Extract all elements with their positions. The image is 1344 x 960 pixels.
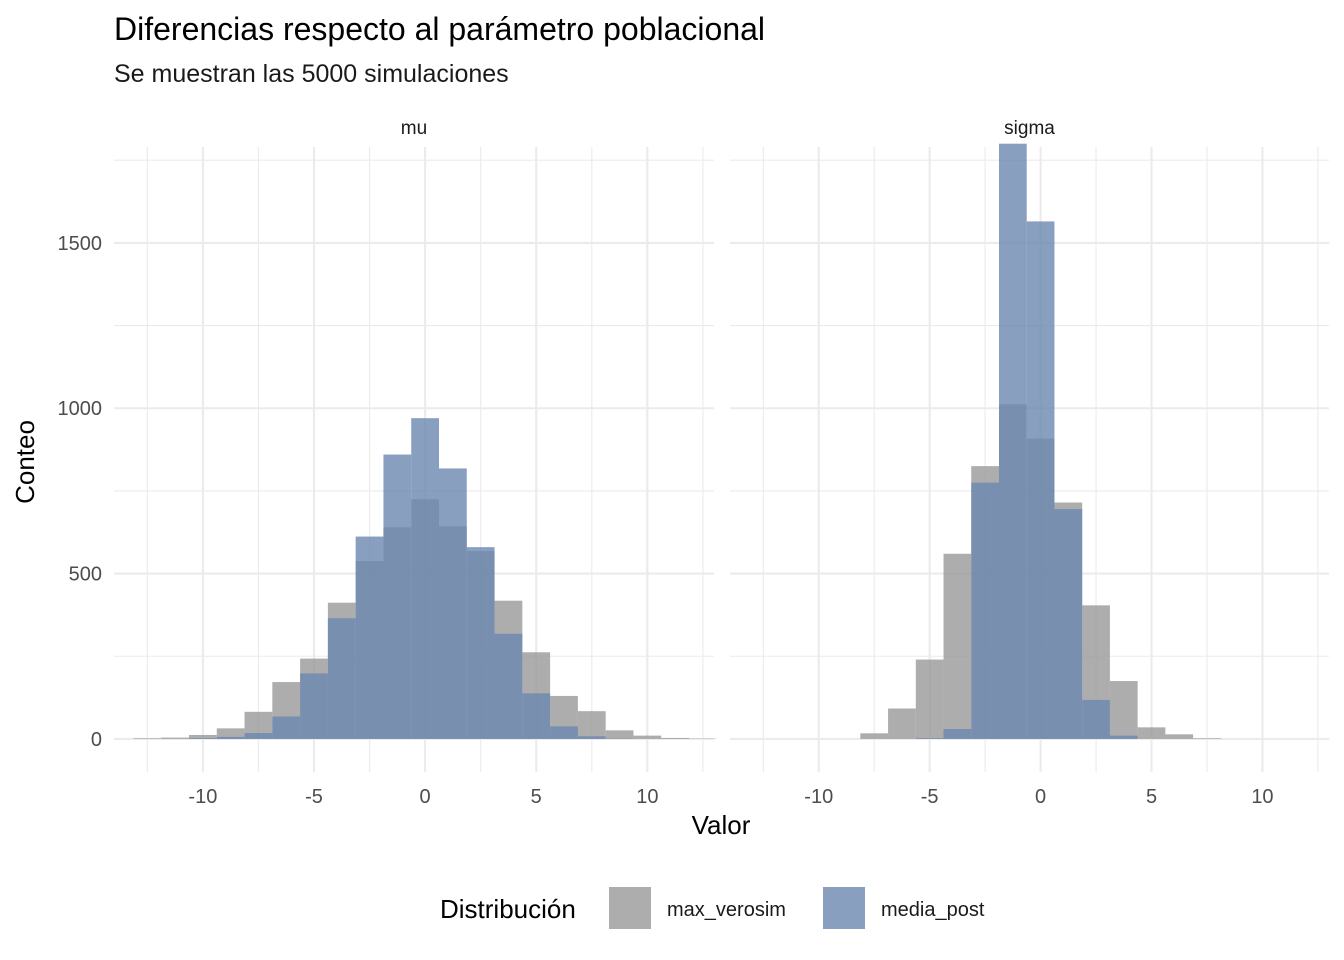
y-tick-label: 0 <box>91 729 102 751</box>
facet-panels: mu -10 -5 0 5 10 sigma -10 -5 0 5 10 0 500 1000 1500 <box>58 118 1329 808</box>
histogram-bar <box>327 618 356 739</box>
histogram-bar <box>1026 221 1055 739</box>
x-tick-label: -10 <box>188 786 217 808</box>
histogram-bar <box>915 738 944 739</box>
histogram-bar <box>888 708 916 739</box>
facet-label-mu: mu <box>401 118 427 139</box>
histogram-bar <box>133 738 162 739</box>
y-tick-label: 1000 <box>58 398 103 420</box>
histogram-bar <box>216 728 245 739</box>
histogram-bar <box>577 736 606 739</box>
histogram-bar <box>860 733 889 739</box>
histogram-bar <box>915 659 944 739</box>
histogram-bar <box>355 536 384 739</box>
x-tick-label: -5 <box>305 786 323 808</box>
histogram-bar <box>216 736 245 739</box>
x-tick-label: 0 <box>1035 786 1046 808</box>
series-media_post <box>189 418 634 739</box>
chart-title: Diferencias respecto al parámetro poblac… <box>114 11 765 47</box>
facet-label-sigma: sigma <box>1004 118 1055 139</box>
histogram-bar <box>998 143 1027 739</box>
histogram-bar <box>466 547 495 739</box>
x-tick-label: 10 <box>636 786 658 808</box>
histogram-bar <box>272 716 301 739</box>
legend-label-max-verosim: max_verosim <box>667 899 786 921</box>
histogram-bar <box>943 729 972 739</box>
histogram-bar <box>189 734 217 739</box>
histogram-bar <box>383 454 412 739</box>
chart-subtitle: Se muestran las 5000 simulaciones <box>114 60 509 88</box>
histogram-bar <box>300 673 328 739</box>
histogram-bar <box>633 735 662 739</box>
histogram-bar <box>577 711 606 739</box>
minor-gridlines <box>114 147 714 772</box>
y-axis-title: Conteo <box>10 420 40 504</box>
legend-label-media-post: media_post <box>881 899 985 921</box>
histogram-bar <box>943 553 972 739</box>
histogram-bar <box>439 468 467 739</box>
histogram-bar <box>1137 727 1166 739</box>
series-media_post <box>915 143 1138 739</box>
x-tick-label: 5 <box>531 786 542 808</box>
histogram-bar <box>1109 735 1138 739</box>
histogram-bar <box>411 418 439 739</box>
histogram-bar <box>189 738 217 739</box>
legend-title: Distribución <box>440 894 576 924</box>
x-tick-label: 5 <box>1146 786 1157 808</box>
histogram-bar <box>550 726 578 739</box>
histogram-bar <box>494 633 523 739</box>
x-tick-label: 10 <box>1251 786 1273 808</box>
histogram-bar <box>661 737 689 739</box>
histogram-bar <box>1109 681 1138 739</box>
histogram-bar <box>605 730 634 739</box>
histogram-bar <box>1054 509 1083 739</box>
x-tick-label: -10 <box>804 786 833 808</box>
x-axis-title: Valor <box>692 810 751 840</box>
y-tick-label: 1500 <box>58 233 103 255</box>
histogram-bar <box>522 693 551 739</box>
histogram-bar <box>244 732 273 739</box>
y-tick-label: 500 <box>69 564 102 586</box>
panel-mu: mu -10 -5 0 5 10 <box>114 118 717 808</box>
histogram-bar <box>1165 734 1194 739</box>
histogram-bar <box>971 482 999 739</box>
histogram-bar <box>1082 699 1110 739</box>
panel-sigma: sigma -10 -5 0 5 10 <box>730 118 1329 808</box>
histogram-bar <box>161 737 189 739</box>
legend-key-media-post <box>823 887 865 929</box>
legend-key-max-verosim <box>609 887 651 929</box>
x-tick-label: -5 <box>921 786 939 808</box>
legend: Distribución max_verosim media_post <box>440 887 985 929</box>
x-tick-label: 0 <box>420 786 431 808</box>
histogram-bar <box>1193 738 1221 739</box>
